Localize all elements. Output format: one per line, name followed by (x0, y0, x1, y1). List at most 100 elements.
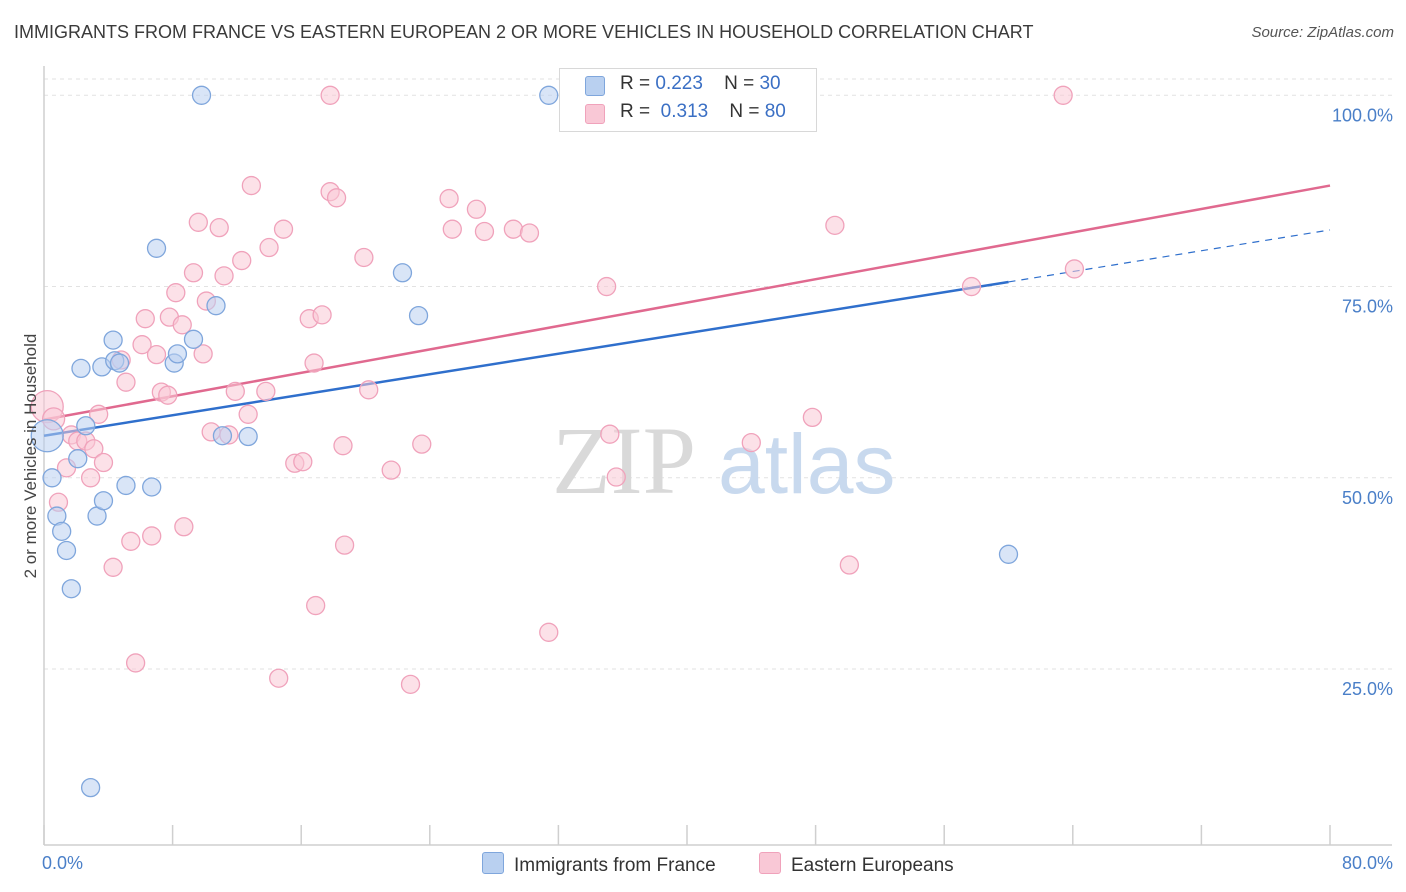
chart-source: Source: ZipAtlas.com (1251, 24, 1394, 41)
data-point (109, 353, 130, 373)
data-point (519, 223, 540, 243)
data-point (183, 329, 204, 349)
data-point (135, 309, 155, 329)
data-point (56, 540, 77, 561)
data-point (30, 419, 64, 453)
data-point (158, 385, 178, 405)
data-point (539, 85, 559, 105)
data-point (209, 217, 229, 238)
series-name-eastern: Eastern Europeans (791, 855, 954, 876)
data-point (400, 674, 421, 694)
data-point (256, 381, 276, 402)
data-point (412, 434, 432, 454)
y-tick-label: 50.0% (1342, 488, 1393, 508)
data-point (214, 266, 234, 286)
data-point (212, 426, 233, 446)
data-point (354, 247, 374, 268)
data-point (600, 424, 620, 444)
series-swatch-eastern (759, 852, 781, 874)
data-point (103, 330, 123, 350)
data-point (259, 237, 279, 258)
data-point (166, 283, 186, 303)
data-point (80, 468, 101, 488)
data-point (225, 381, 245, 402)
series-legend-france[interactable]: Immigrants from France (482, 852, 716, 877)
y-tick-label: 25.0% (1342, 679, 1393, 699)
chart-title: IMMIGRANTS FROM FRANCE VS EASTERN EUROPE… (14, 22, 1034, 42)
data-point (539, 622, 559, 642)
data-point (183, 263, 204, 283)
watermark-atlas: atlas (718, 417, 895, 511)
legend-swatch-france (585, 76, 605, 96)
data-point (1053, 85, 1073, 105)
data-point (232, 250, 252, 271)
data-point (80, 777, 101, 798)
data-point (304, 353, 324, 373)
data-point (146, 344, 167, 365)
legend-n-label: N = (729, 101, 760, 122)
series-france (30, 85, 1019, 798)
data-point (146, 238, 167, 258)
data-point (839, 555, 860, 575)
y-axis-label: 2 or more Vehicles in Household (21, 334, 40, 579)
data-point (174, 517, 194, 537)
data-point (121, 531, 141, 551)
data-point (320, 85, 340, 105)
data-point (206, 296, 226, 316)
data-point (76, 416, 96, 436)
data-point (89, 404, 109, 424)
y-tick-label: 75.0% (1342, 297, 1393, 317)
data-point (116, 475, 136, 496)
data-point (334, 535, 355, 555)
watermark-zip: ZIP (552, 407, 696, 514)
trend-lines (43, 184, 1331, 437)
data-point (474, 221, 495, 242)
legend-swatch-eastern (585, 104, 605, 124)
series-legend: Immigrants from France Eastern Europeans (0, 850, 1406, 880)
data-point (333, 436, 353, 456)
legend-n-value-france: 30 (759, 73, 781, 94)
trend-line-france-extension (1008, 229, 1331, 283)
data-point (191, 85, 212, 105)
data-point (71, 358, 91, 379)
data-point (293, 452, 313, 472)
data-point (998, 544, 1019, 564)
data-point (61, 579, 81, 599)
data-point (326, 188, 347, 208)
data-point (172, 315, 192, 335)
data-point (741, 432, 761, 453)
legend-r-value-france: 0.223 (655, 73, 703, 94)
data-point (1064, 259, 1085, 279)
data-point (439, 188, 459, 209)
x-tick-label: 80.0% (1342, 853, 1393, 873)
data-point (359, 380, 379, 400)
data-point (42, 468, 62, 488)
data-point (466, 199, 487, 219)
data-point (103, 557, 123, 577)
legend-r-label: R = (620, 73, 651, 94)
data-point (238, 426, 258, 447)
correlation-legend: R = 0.223 N = 30 R = 0.313 N = 80 (559, 68, 817, 132)
series-swatch-france (482, 852, 504, 874)
legend-r-value-eastern: 0.313 (660, 101, 709, 122)
tick-labels: 25.0% 50.0% 75.0% 100.0% 0.0% 80.0% (42, 105, 1393, 873)
legend-n-label: N = (724, 73, 755, 94)
data-point (596, 276, 617, 297)
series-legend-eastern[interactable]: Eastern Europeans (759, 852, 954, 877)
series-name-france: Immigrants from France (514, 855, 716, 876)
data-point (392, 263, 413, 283)
data-point (142, 526, 162, 546)
data-point (188, 212, 208, 232)
data-point (84, 439, 104, 459)
data-point (825, 215, 845, 236)
data-point (142, 477, 162, 497)
watermark: ZIP atlas (552, 407, 895, 514)
data-point (241, 175, 262, 196)
data-point (269, 668, 289, 688)
data-points (30, 85, 1085, 798)
data-point (381, 460, 401, 480)
data-point (961, 276, 982, 297)
legend-n-value-eastern: 80 (764, 101, 786, 122)
x-tick-label: 0.0% (42, 853, 83, 873)
